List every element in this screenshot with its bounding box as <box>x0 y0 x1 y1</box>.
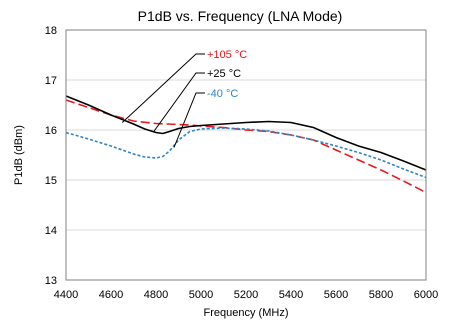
x-tick-label: 4400 <box>54 289 78 301</box>
x-tick-label: 5600 <box>324 289 348 301</box>
y-tick-labels: 13 14 15 16 17 18 <box>45 25 57 287</box>
x-tick-label: 5400 <box>279 289 303 301</box>
chart-title: P1dB vs. Frequency (LNA Mode) <box>138 8 343 24</box>
y-tick-label: 14 <box>45 225 57 237</box>
x-tick-label: 5000 <box>189 289 213 301</box>
series-line-2 <box>65 127 427 179</box>
callout-label: +25 °C <box>207 68 241 80</box>
y-tick-label: 16 <box>45 125 57 137</box>
callout-label: -40 °C <box>207 88 238 100</box>
callout-leader <box>153 72 205 132</box>
series-line-1 <box>65 95 427 171</box>
x-tick-label: 6000 <box>414 289 438 301</box>
callout-leader <box>121 53 205 123</box>
x-tick-label: 5800 <box>369 289 393 301</box>
plot-frame <box>65 29 427 281</box>
callout-leader <box>173 92 205 148</box>
y-axis-label: P1dB (dBm) <box>13 125 25 185</box>
series-group <box>65 95 427 194</box>
y-tick-label: 13 <box>45 275 57 287</box>
x-tick-label: 4600 <box>99 289 123 301</box>
y-tick-label: 17 <box>45 75 57 87</box>
callout-label: +105 °C <box>207 49 247 61</box>
x-axis-label: Frequency (MHz) <box>204 307 289 319</box>
callouts-group: +105 °C +25 °C -40 °C <box>121 49 247 148</box>
y-tick-label: 15 <box>45 175 57 187</box>
x-tick-label: 5200 <box>234 289 258 301</box>
y-tick-label: 18 <box>45 25 57 37</box>
x-tick-labels: 4400 4600 4800 5000 5200 5400 5600 5800 6000 <box>54 289 438 301</box>
x-tick-label: 4800 <box>144 289 168 301</box>
